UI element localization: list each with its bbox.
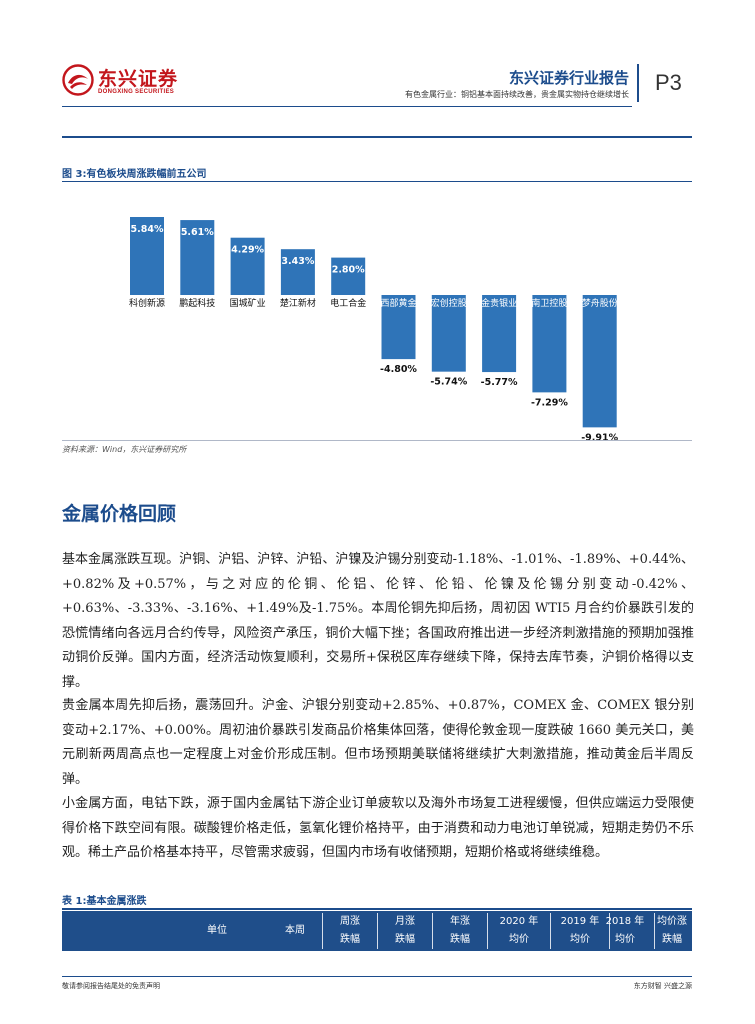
source-rule	[62, 440, 692, 441]
company-logo: 东兴证券 DONGXING SECURITIES	[62, 62, 182, 102]
chart-bar	[582, 295, 617, 428]
footer-slogan: 东方财智 兴盛之源	[633, 982, 692, 990]
chart-category-label: 梦舟股份	[582, 297, 618, 309]
table-top-rule	[62, 908, 692, 910]
chart-bar	[431, 295, 466, 372]
chart-bar	[532, 295, 567, 393]
page-header: 东兴证券 DONGXING SECURITIES 东兴证券行业报告 有色金属行业…	[0, 0, 755, 110]
chart-value-label: -5.77%	[481, 377, 518, 388]
header-separator	[377, 913, 378, 949]
chart-value-label: 2.80%	[332, 265, 365, 276]
table-header-cell: 周涨 跌幅	[324, 913, 376, 949]
header-rule	[62, 106, 632, 107]
chart-bar	[280, 249, 315, 295]
chart-value-label: 5.84%	[131, 224, 164, 235]
header-monthly-line1: 月涨	[395, 916, 415, 927]
table-header-cell: 单位	[172, 922, 262, 940]
chart-value-label: -5.74%	[430, 377, 467, 388]
table-header-cell: 2020 年 均价	[489, 913, 549, 949]
chart-category-label: 鹏起科技	[179, 297, 215, 309]
chart-category-label: 楚江新材	[280, 297, 316, 309]
report-subtitle: 有色金属行业：铜铝基本面持续改善，贵金属实物持仓继续增长	[405, 90, 629, 99]
figure-title: 图 3:有色板块周涨跌幅前五公司	[62, 169, 207, 180]
paragraph-base-metals: 基本金属涨跌互现。沪铜、沪铝、沪锌、沪铅、沪镍及沪锡分别变动-1.18%、-1.…	[62, 552, 694, 690]
chart-category-label: 南卫控股	[531, 297, 567, 309]
header-separator	[432, 913, 433, 949]
header-separator	[654, 913, 655, 949]
table-header-cell: 年涨 跌幅	[434, 913, 486, 949]
table-header-cell: 2019 年 均价	[552, 913, 608, 949]
header-weekly-line1: 周涨	[340, 916, 360, 927]
chart-category-label: 电工合金	[330, 297, 366, 309]
paragraph-precious-metals: 贵金属本周先抑后扬，震荡回升。沪金、沪银分别变动+2.85%、+0.87%，CO…	[62, 698, 694, 787]
section-heading: 金属价格回顾	[62, 503, 177, 525]
table-header-cell: 月涨 跌幅	[379, 913, 431, 949]
table-header-row: 单位 本周 周涨 跌幅 月涨 跌幅 年涨 跌幅 2020 年 均价 2019 年…	[62, 911, 692, 951]
logo-english-text: DONGXING SECURITIES	[98, 89, 175, 95]
chart-bar	[130, 217, 164, 295]
header-2019-line2: 均价	[570, 934, 590, 945]
chart-value-label: 5.61%	[181, 227, 214, 238]
chart-value-label: -7.29%	[531, 397, 568, 408]
chart-category-label: 国城矿业	[230, 297, 266, 309]
header-2020-line2: 均价	[509, 934, 529, 945]
chart-bar	[331, 257, 366, 295]
table-header-cell: 均价涨 跌幅	[652, 913, 692, 949]
chart-value-label: -9.91%	[581, 432, 618, 440]
paragraph-minor-metals: 小金属方面，电钴下跌，源于国内金属钴下游企业订单疲软以及海外市场复工进程缓慢，但…	[62, 796, 694, 860]
table-header-cell: 2018 年 均价	[597, 913, 653, 949]
table-title: 表 1:基本金属涨跌	[62, 896, 147, 907]
chart-category-label: 西部黄金	[380, 297, 416, 309]
header-avg-change-line2: 跌幅	[662, 934, 682, 945]
chart-value-label: -4.80%	[380, 364, 417, 375]
page-number: P3	[655, 70, 682, 95]
header-2019-line1: 2019 年	[560, 916, 600, 927]
chart-bar	[482, 295, 517, 373]
header-yearly-line1: 年涨	[450, 916, 470, 927]
footer-rule	[62, 976, 692, 977]
header-divider	[637, 64, 639, 102]
bar-chart: 5.84% 科创新源 5.61% 鹏起科技 4.29% 国城矿业 3.43% 楚江新材 2.80…	[129, 217, 619, 440]
header-monthly-line2: 跌幅	[395, 934, 415, 945]
chart-value-label: 4.29%	[231, 245, 264, 256]
header-2018-line1: 2018 年	[605, 916, 645, 927]
header-this-week: 本周	[285, 925, 305, 936]
header-weekly-line2: 跌幅	[340, 934, 360, 945]
chart-bar	[230, 237, 265, 295]
header-separator	[487, 913, 488, 949]
logo-chinese-text: 东兴证券	[98, 68, 179, 90]
figure-source: 资料来源：Wind，东兴证券研究所	[62, 445, 187, 454]
table-header-cell: 本周	[270, 922, 320, 940]
header-yearly-line2: 跌幅	[450, 934, 470, 945]
chart-category-label: 科创新源	[129, 297, 165, 309]
header-separator	[550, 913, 551, 949]
chart-bar	[381, 295, 416, 360]
chart-category-label: 宏创控股	[431, 297, 467, 309]
header-unit: 单位	[207, 925, 227, 936]
figure-rule	[62, 181, 692, 182]
header-2018-line2: 均价	[615, 934, 635, 945]
report-title: 东兴证券行业报告	[508, 69, 629, 87]
section-rule	[62, 136, 692, 138]
header-avg-change-line1: 均价涨	[657, 916, 687, 927]
dongxing-logo-icon	[62, 64, 94, 96]
chart-value-label: 3.43%	[281, 256, 314, 267]
chart-category-label: 金贵银业	[481, 297, 517, 309]
header-2020-line1: 2020 年	[499, 916, 539, 927]
chart-bar	[180, 220, 215, 295]
header-separator	[609, 913, 610, 949]
header-separator	[322, 913, 323, 949]
footer-disclaimer: 敬请参阅报告结尾处的免责声明	[62, 982, 160, 990]
